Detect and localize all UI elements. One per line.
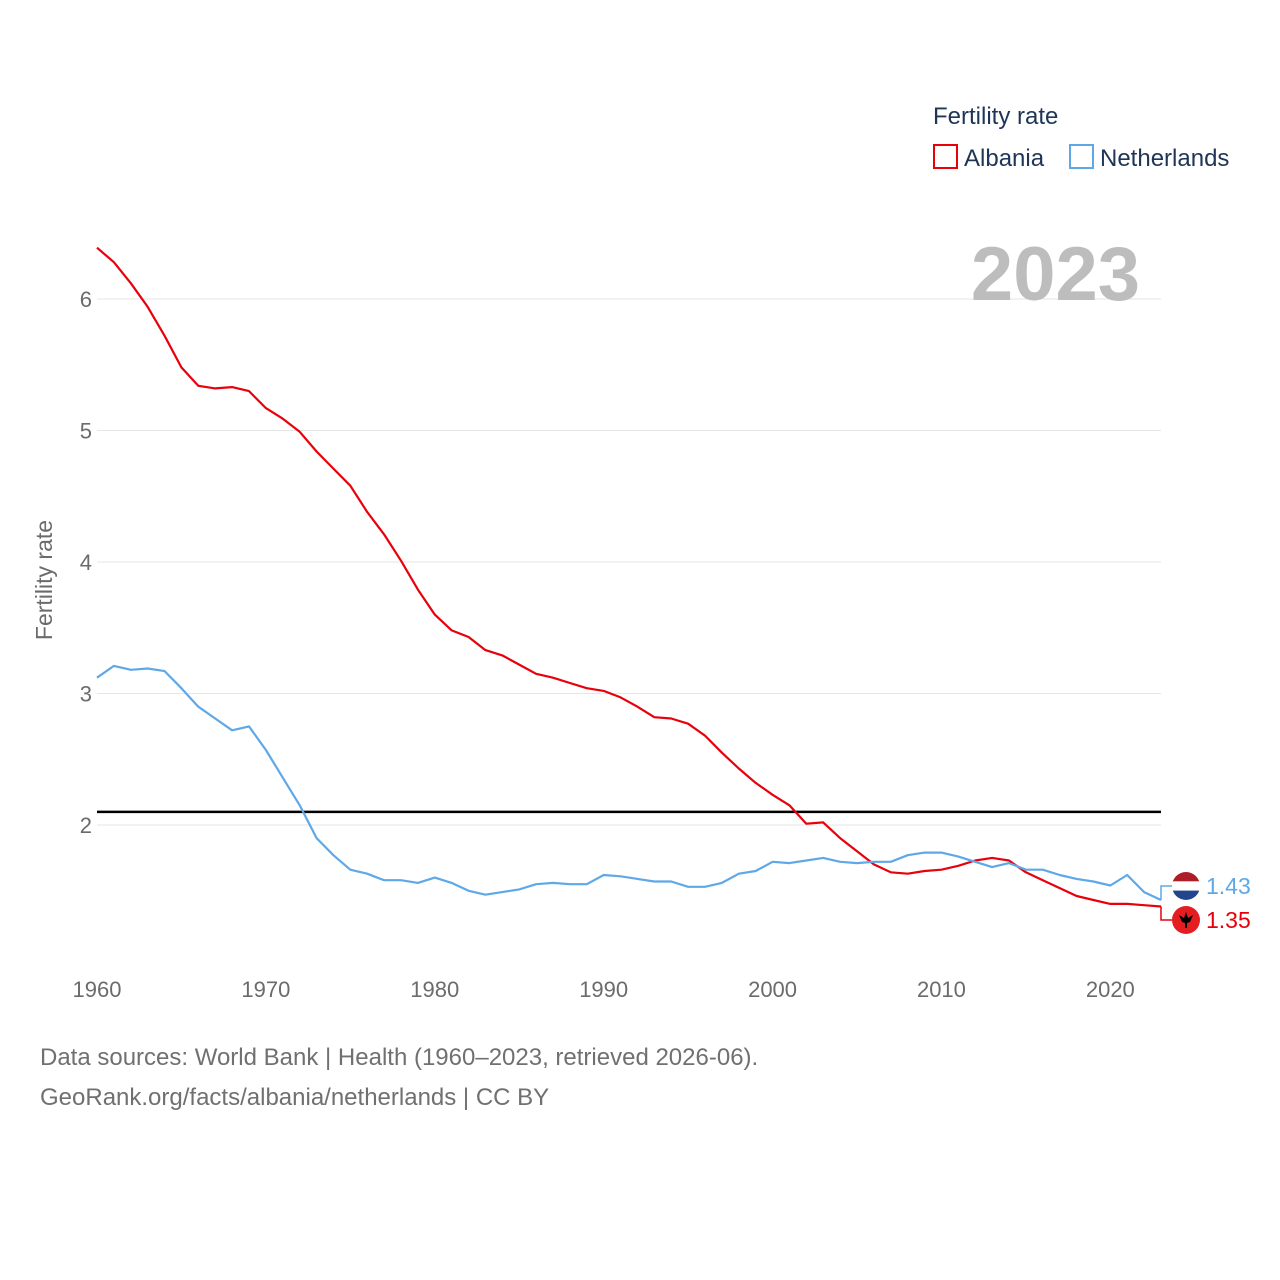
x-tick-label-2000: 2000 <box>748 977 797 1002</box>
end-connector-netherlands <box>1160 885 1172 900</box>
legend-swatch-netherlands <box>1069 144 1094 169</box>
footer-credit: GeoRank.org/facts/albania/netherlands | … <box>40 1084 550 1111</box>
legend-item-albania[interactable]: Albania <box>933 144 1045 172</box>
x-tick-label-1970: 1970 <box>241 977 290 1002</box>
end-value-label-netherlands: 1.43 <box>1206 873 1251 899</box>
x-tick-label-1990: 1990 <box>579 977 628 1002</box>
end-value-label-albania: 1.35 <box>1206 907 1251 933</box>
albania-flag-icon <box>1172 906 1200 934</box>
legend: Fertility rate Albania Netherlands <box>933 103 1229 172</box>
y-tick-label-5: 5 <box>80 419 92 444</box>
y-axis-ticks: 2 3 4 5 6 <box>80 287 92 838</box>
footer-sources: Data sources: World Bank | Health (1960–… <box>40 1044 759 1071</box>
y-tick-label-3: 3 <box>80 682 92 707</box>
legend-label-netherlands: Netherlands <box>1100 145 1229 172</box>
netherlands-flag-icon <box>1172 872 1200 900</box>
y-tick-label-4: 4 <box>80 550 92 575</box>
year-badge: 2023 <box>971 232 1140 317</box>
legend-swatch-albania <box>933 144 958 169</box>
x-tick-label-1980: 1980 <box>410 977 459 1002</box>
series-end-markers: 1.35 1.43 <box>1160 872 1251 934</box>
end-connector-albania <box>1160 906 1172 921</box>
x-tick-label-2020: 2020 <box>1086 977 1135 1002</box>
y-tick-label-2: 2 <box>80 813 92 838</box>
series-lines <box>96 246 1162 908</box>
legend-item-netherlands[interactable]: Netherlands <box>1069 144 1229 172</box>
legend-title: Fertility rate <box>933 103 1058 130</box>
y-tick-label-6: 6 <box>80 287 92 312</box>
x-tick-label-2010: 2010 <box>917 977 966 1002</box>
series-line-albania <box>96 246 1162 908</box>
series-line-netherlands <box>96 664 1162 901</box>
y-axis-title: Fertility rate <box>31 520 57 640</box>
grid <box>97 298 1161 826</box>
x-tick-label-1960: 1960 <box>73 977 122 1002</box>
legend-label-albania: Albania <box>964 145 1045 172</box>
x-axis-ticks: 1960 1970 1980 1990 2000 2010 2020 <box>73 977 1135 1002</box>
